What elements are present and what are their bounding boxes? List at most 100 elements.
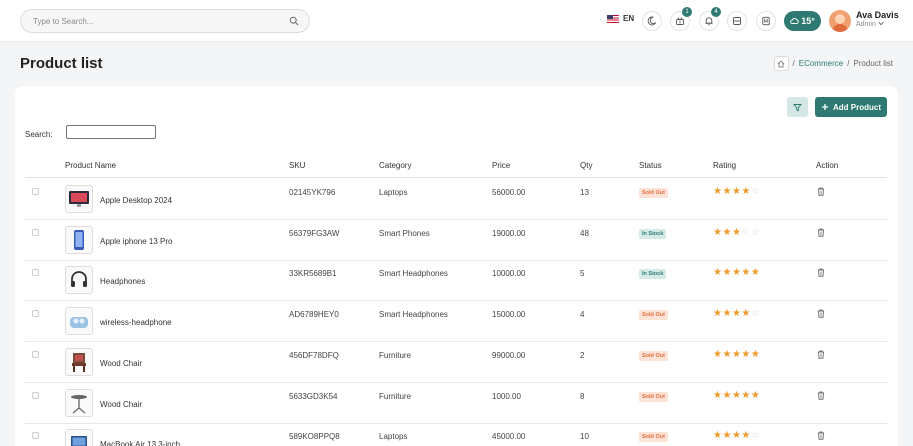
plus-icon — [822, 104, 828, 110]
stool-icon — [71, 394, 87, 413]
row-checkbox[interactable] — [32, 432, 39, 440]
user-name[interactable]: Ava Davis — [856, 10, 899, 20]
star-icon: ★ — [731, 186, 742, 197]
product-name[interactable]: Wood Chair — [100, 358, 143, 368]
moon-icon — [647, 16, 657, 26]
notification-count-badge: 4 — [711, 7, 721, 17]
product-name[interactable]: Headphones — [100, 277, 146, 287]
add-product-button[interactable]: Add Product — [815, 97, 887, 117]
product-thumbnail — [65, 225, 93, 254]
product-category: Furniture — [379, 391, 412, 401]
filter-button[interactable] — [787, 97, 808, 117]
layout-button[interactable] — [727, 11, 747, 31]
weather-badge[interactable]: 15° — [784, 11, 821, 31]
breadcrumb-ecommerce[interactable]: ECommerce — [798, 59, 844, 68]
rating-stars: ★★★★☆ — [713, 186, 760, 197]
table-search-label: Search: — [25, 130, 53, 139]
product-sku: 5633GD3K54 — [289, 391, 338, 401]
row-checkbox[interactable] — [32, 269, 39, 277]
bookmark-icon — [762, 16, 770, 26]
delete-button[interactable] — [817, 391, 825, 402]
status-badge: Sold Out — [639, 310, 668, 321]
star-icon: ★ — [731, 226, 742, 238]
delete-button[interactable] — [817, 268, 825, 279]
delete-button[interactable] — [817, 431, 825, 442]
top-bar: Type to Search... EN 1 4 15° Ava Davis A… — [0, 0, 913, 42]
language-selector[interactable]: EN — [607, 14, 634, 23]
search-icon[interactable] — [289, 16, 299, 28]
col-rating[interactable]: Rating — [713, 161, 737, 170]
headphones-icon — [71, 271, 87, 288]
star-icon: ★ — [713, 348, 723, 360]
global-search-input[interactable]: Type to Search... — [20, 9, 310, 33]
laptop-icon — [71, 436, 87, 446]
star-icon: ☆ — [741, 226, 751, 238]
delete-button[interactable] — [817, 309, 825, 320]
trash-icon — [817, 228, 825, 237]
status-badge: Sold Out — [639, 432, 668, 443]
star-icon: ★ — [713, 226, 723, 238]
star-icon: ★ — [722, 267, 732, 279]
table-search-input[interactable] — [66, 125, 156, 139]
product-thumbnail — [65, 266, 93, 295]
product-name[interactable]: Apple iphone 13 Pro — [100, 236, 173, 246]
trash-icon — [817, 309, 825, 318]
star-icon: ★ — [713, 430, 723, 442]
notifications-button[interactable]: 4 — [699, 7, 721, 31]
product-category: Smart Headphones — [379, 269, 448, 279]
dark-mode-toggle[interactable] — [642, 11, 662, 31]
product-sku: 56379FG3AW — [289, 228, 340, 238]
star-icon: ★ — [731, 308, 742, 320]
home-button[interactable] — [773, 56, 789, 71]
product-category: Furniture — [379, 350, 412, 360]
col-sku[interactable]: SKU — [289, 161, 306, 170]
user-avatar[interactable] — [829, 10, 851, 32]
star-icon: ★ — [741, 430, 751, 442]
page-title: Product list — [20, 55, 103, 72]
bookmark-button[interactable] — [756, 11, 776, 31]
product-name[interactable]: Apple Desktop 2024 — [100, 196, 173, 205]
table-row: Headphones 33KR5689B1 Smart Headphones 1000… — [25, 260, 887, 302]
col-category[interactable]: Category — [379, 161, 412, 170]
breadcrumb: / ECommerce / Product list — [773, 56, 893, 71]
product-price: 56000.00 — [492, 188, 526, 197]
rating-stars: ★★★★☆ — [713, 308, 760, 319]
col-product-name[interactable]: Product Name — [65, 161, 117, 170]
product-name[interactable]: MacBook Air 13.3-inch — [100, 440, 181, 446]
row-checkbox[interactable] — [32, 350, 39, 358]
row-checkbox[interactable] — [32, 391, 39, 399]
product-thumbnail — [65, 307, 93, 336]
basket-icon — [676, 17, 684, 25]
col-status[interactable]: Status — [639, 161, 662, 170]
product-sku: 589KO8PPQ8 — [289, 432, 340, 442]
product-qty: 5 — [580, 269, 585, 279]
star-icon: ☆ — [750, 186, 761, 197]
trash-icon — [817, 268, 825, 277]
star-icon: ★ — [741, 348, 751, 360]
star-icon: ★ — [722, 348, 732, 360]
product-name[interactable]: wireless-headphone — [100, 318, 172, 328]
product-category: Smart Headphones — [379, 310, 448, 320]
delete-button[interactable] — [817, 228, 825, 239]
star-icon: ★ — [722, 186, 732, 197]
chair-icon — [72, 352, 86, 372]
row-checkbox[interactable] — [32, 228, 39, 236]
delete-button[interactable] — [817, 350, 825, 361]
cart-button[interactable]: 1 — [670, 7, 692, 31]
col-qty[interactable]: Qty — [580, 161, 593, 170]
product-name[interactable]: Wood Chair — [100, 399, 143, 409]
user-role-dropdown[interactable]: Admin — [856, 21, 884, 28]
star-icon: ★ — [713, 389, 723, 401]
col-price[interactable]: Price — [492, 161, 511, 170]
star-icon: ★ — [750, 348, 761, 360]
row-checkbox[interactable] — [32, 188, 39, 195]
table-header: Product Name SKU Category Price Qty Stat… — [25, 158, 887, 178]
product-qty: 48 — [580, 228, 589, 238]
star-icon: ★ — [713, 308, 723, 320]
delete-button[interactable] — [817, 187, 825, 198]
row-checkbox[interactable] — [32, 310, 39, 318]
home-icon — [777, 60, 785, 67]
search-placeholder: Type to Search... — [33, 17, 94, 26]
product-thumbnail — [65, 347, 93, 376]
bell-icon — [705, 17, 713, 26]
